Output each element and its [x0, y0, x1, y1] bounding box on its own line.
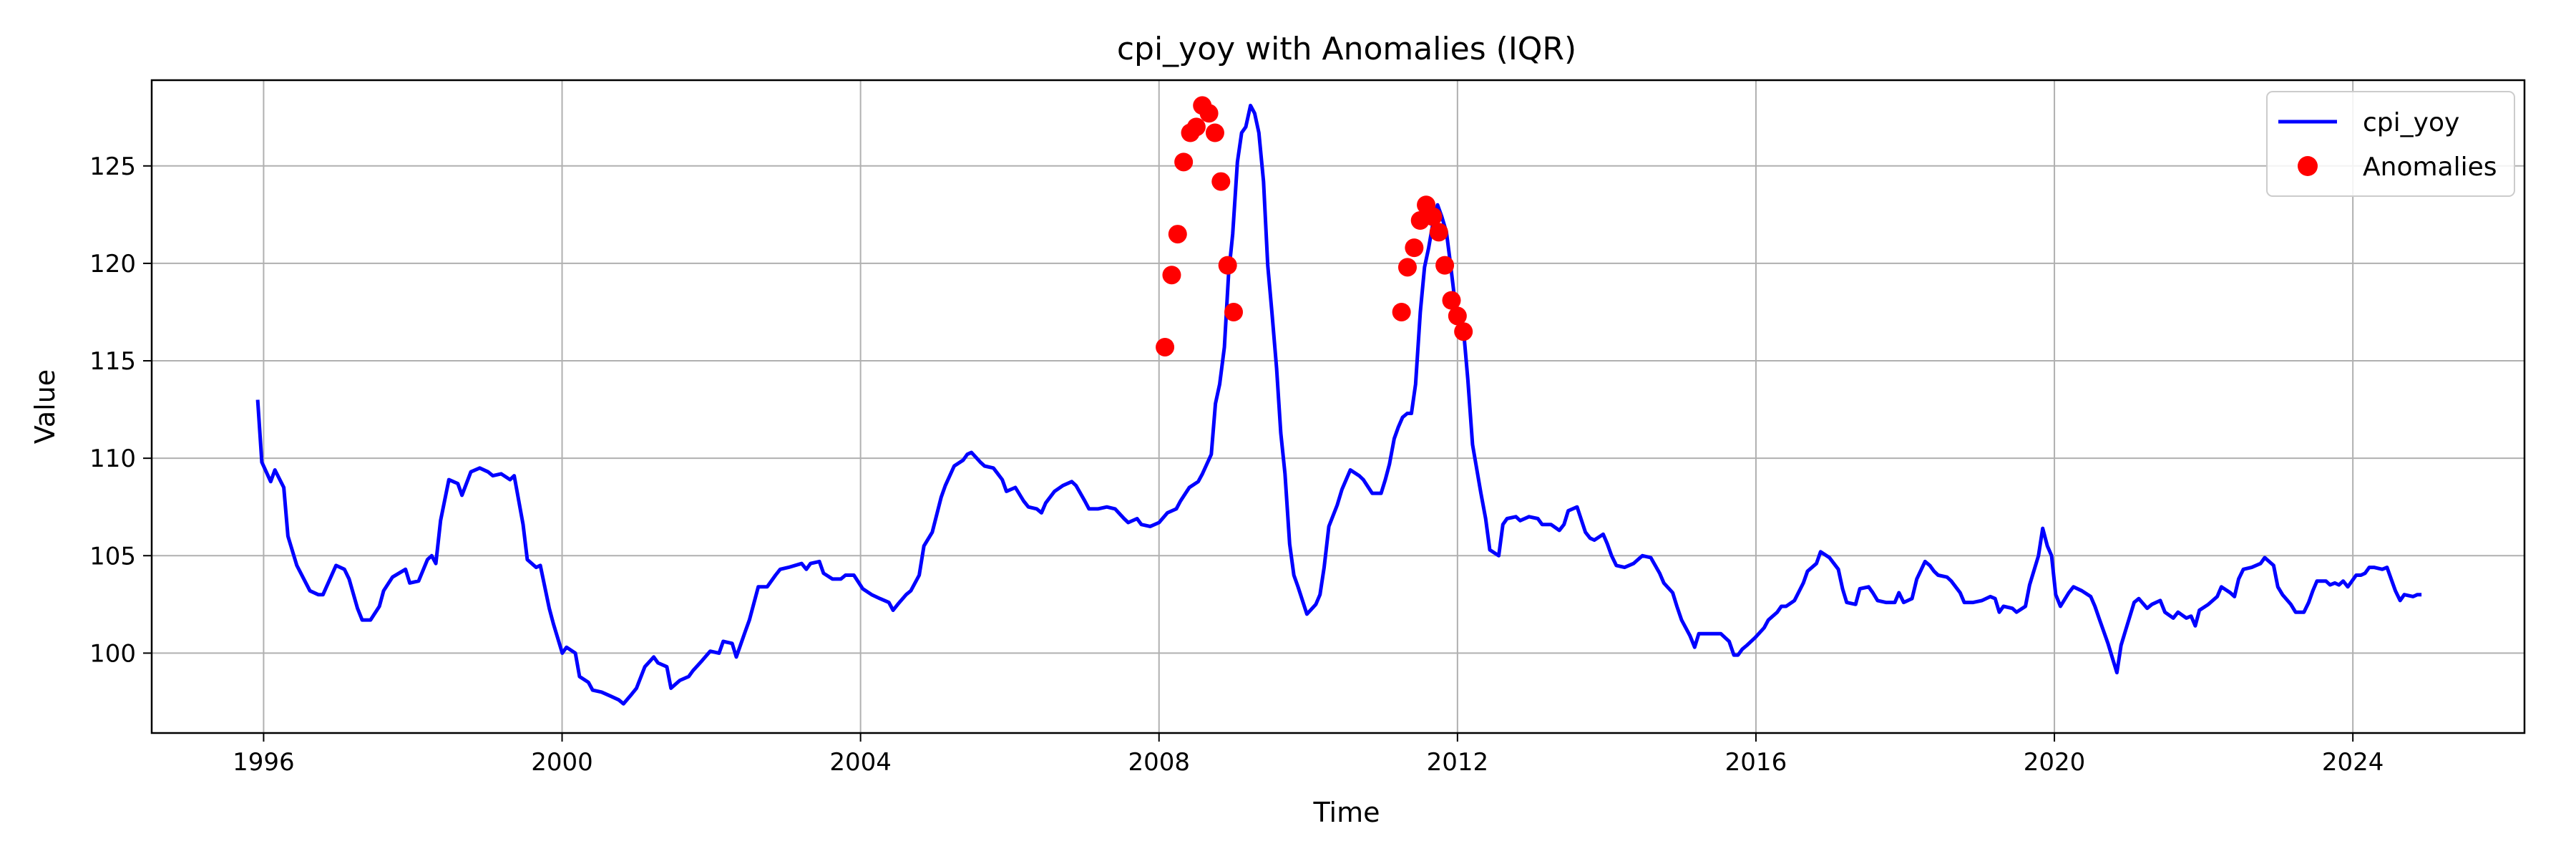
- legend-dot-swatch: [2298, 156, 2318, 176]
- anomaly-point: [1211, 172, 1231, 191]
- grid-lines: [152, 80, 2524, 733]
- series-line-cpi-yoy: [255, 103, 2422, 706]
- y-axis-label: Value: [29, 369, 61, 444]
- legend-label-anomalies: Anomalies: [2363, 152, 2497, 182]
- anomaly-point: [1174, 152, 1194, 172]
- plot-area: [255, 96, 2422, 706]
- x-tick-label: 2008: [1128, 748, 1190, 777]
- anomaly-point: [1162, 266, 1181, 285]
- anomaly-point: [1442, 291, 1461, 310]
- y-tick-label: 115: [89, 347, 136, 376]
- chart-title: cpi_yoy with Anomalies (IQR): [1117, 31, 1576, 67]
- y-tick-label: 125: [89, 152, 136, 181]
- x-tick-label: 2012: [1427, 748, 1489, 777]
- y-tick-label: 105: [89, 542, 136, 571]
- anomaly-point: [1423, 207, 1443, 226]
- anomaly-point: [1224, 302, 1244, 321]
- x-tick-label: 2020: [2024, 748, 2086, 777]
- anomaly-point: [1454, 322, 1473, 341]
- anomaly-point: [1199, 104, 1219, 123]
- anomaly-point: [1205, 123, 1224, 142]
- x-tick-label: 1996: [233, 748, 295, 777]
- x-tick-label: 2016: [1725, 748, 1787, 777]
- x-tick-label: 2024: [2322, 748, 2384, 777]
- x-axis-label: Time: [1313, 797, 1380, 828]
- y-tick-label: 110: [89, 445, 136, 473]
- axis-ticks: 1996 2000 2004 2008 2012 2016 2020 2024 100 105 11…: [89, 152, 2384, 777]
- x-tick-label: 2004: [829, 748, 892, 777]
- anomaly-point: [1168, 225, 1187, 244]
- axes-frame: [150, 79, 2526, 734]
- legend: cpi_yoy Anomalies: [2266, 91, 2515, 197]
- anomaly-point: [1397, 258, 1417, 277]
- anomaly-point: [1156, 337, 1175, 356]
- y-tick-label: 100: [89, 639, 136, 668]
- x-tick-label: 2000: [531, 748, 593, 777]
- legend-label-cpi-yoy: cpi_yoy: [2363, 108, 2459, 137]
- anomaly-point: [1186, 117, 1206, 137]
- legend-box: [2266, 91, 2515, 197]
- anomaly-point: [1448, 306, 1467, 326]
- y-tick-label: 120: [89, 250, 136, 278]
- anomaly-point: [1392, 302, 1411, 321]
- anomaly-point: [1405, 238, 1424, 258]
- anomaly-point: [1218, 256, 1237, 275]
- anomaly-point: [1435, 256, 1455, 275]
- anomaly-point: [1429, 223, 1448, 242]
